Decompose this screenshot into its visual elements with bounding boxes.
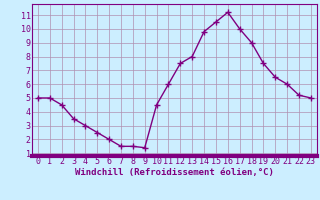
X-axis label: Windchill (Refroidissement éolien,°C): Windchill (Refroidissement éolien,°C) xyxy=(75,168,274,177)
